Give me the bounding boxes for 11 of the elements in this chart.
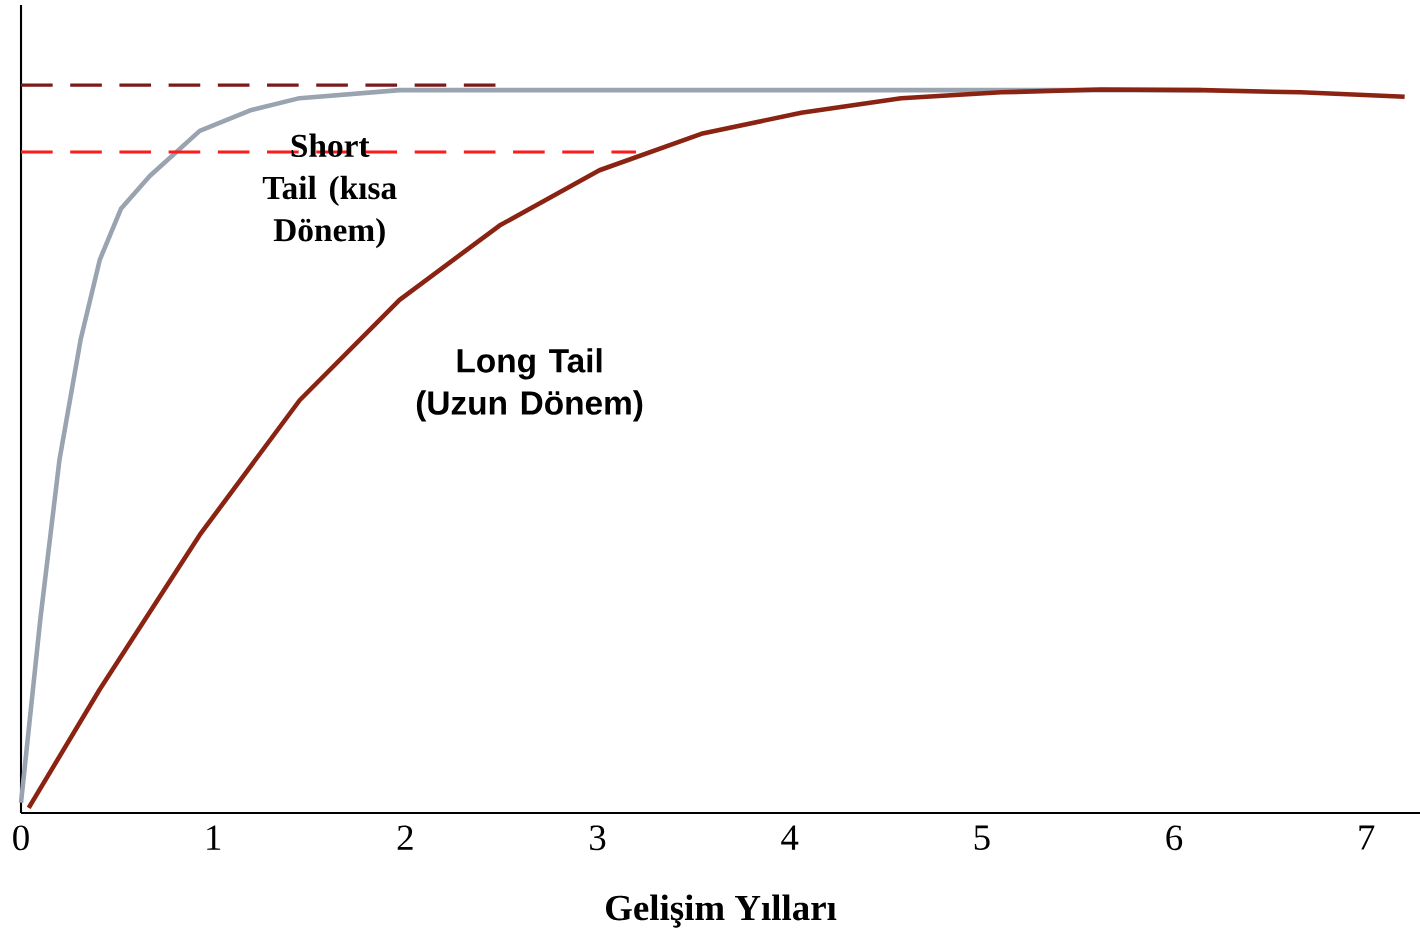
x-tick-label: 1 [207, 825, 221, 850]
x-tick-label: 7 [1359, 825, 1375, 850]
x-tick-label: 0 [13, 825, 29, 851]
x-tick-label: 2 [397, 825, 413, 850]
x-axis-title: Gelişim Yılları [606, 894, 837, 928]
x-tick-label: 4 [781, 825, 799, 850]
x-tick-label: 3 [590, 825, 606, 851]
series-label: Short Tail (kısa Dönem) [262, 133, 397, 249]
series-label: Long Tail (Uzun Dönem) [416, 348, 643, 422]
x-tick-label: 6 [1166, 825, 1183, 851]
x-tick-label: 5 [974, 825, 990, 850]
